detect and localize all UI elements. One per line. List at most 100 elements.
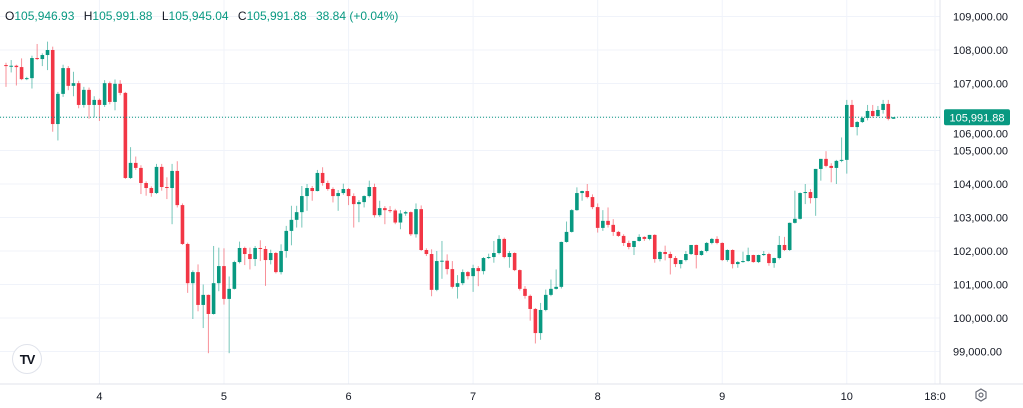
candle	[782, 236, 787, 251]
candle-body	[300, 196, 304, 213]
candle	[170, 163, 174, 225]
candle	[704, 241, 709, 253]
candle-body	[87, 89, 91, 105]
candle-body	[92, 99, 97, 105]
candle	[471, 264, 475, 292]
candle-body	[398, 213, 403, 223]
candle	[678, 260, 683, 269]
candle	[274, 252, 278, 274]
candle	[196, 264, 200, 312]
candle	[445, 254, 449, 275]
candle	[720, 242, 725, 262]
candle	[66, 66, 71, 91]
candle-body	[372, 187, 377, 216]
candle	[50, 46, 55, 132]
candle-body	[45, 50, 50, 56]
candle-body	[787, 222, 792, 250]
candle-body	[71, 83, 76, 86]
candle-body	[113, 83, 117, 102]
candle-body	[627, 242, 631, 247]
candle	[139, 165, 143, 195]
candle	[538, 302, 543, 340]
candle-body	[543, 294, 548, 310]
candle-body	[139, 167, 143, 183]
candle	[455, 275, 460, 299]
low-value: 105,945.04	[168, 9, 229, 23]
x-tick-label: 8	[595, 391, 601, 403]
candle	[793, 190, 797, 224]
candle-body	[559, 241, 564, 287]
candle	[694, 244, 699, 269]
candle-body	[813, 168, 818, 199]
candle	[9, 60, 13, 73]
gear-icon[interactable]	[974, 388, 988, 402]
candle-body	[56, 93, 60, 125]
y-tick-label: 108,000.00	[953, 45, 1008, 57]
candle	[450, 261, 455, 289]
candle-body	[201, 294, 206, 305]
candle	[813, 168, 818, 216]
y-tick-label: 99,000.00	[953, 347, 1002, 359]
candle	[424, 248, 429, 257]
candle	[372, 183, 377, 218]
candle	[751, 254, 756, 263]
candle	[14, 64, 19, 86]
candle-body	[824, 158, 828, 166]
candle	[466, 271, 470, 280]
candle	[279, 244, 283, 275]
logo-text: TV	[19, 351, 36, 367]
candle-body	[294, 212, 299, 220]
candle	[839, 137, 844, 163]
candle-body	[538, 309, 543, 334]
candle	[798, 192, 802, 220]
close-value: 105,991.88	[246, 9, 307, 23]
candle	[24, 76, 29, 81]
candle	[414, 203, 418, 238]
candle-body	[756, 255, 761, 263]
candle	[108, 81, 112, 105]
candle-body	[248, 254, 252, 260]
candle-body	[289, 219, 294, 231]
candle	[756, 254, 761, 264]
candle-body	[424, 249, 429, 255]
candle-body	[772, 258, 776, 264]
candle	[668, 251, 673, 275]
candle-body	[741, 261, 745, 263]
candle-body	[66, 68, 71, 86]
candle-body	[575, 193, 579, 211]
candle	[305, 184, 309, 211]
candle-body	[507, 253, 512, 258]
candle-body	[175, 170, 180, 206]
candle-body	[481, 258, 486, 272]
candle	[543, 289, 548, 312]
candle	[481, 257, 486, 275]
candles	[0, 41, 940, 354]
candle	[388, 206, 392, 213]
candle-body	[844, 104, 849, 160]
candle	[263, 245, 268, 286]
candle-body	[881, 103, 885, 110]
candle-body	[611, 224, 616, 232]
candle	[409, 211, 413, 236]
candle	[850, 99, 854, 128]
candle	[564, 221, 569, 243]
candle	[351, 193, 356, 228]
tradingview-logo[interactable]: TV	[12, 344, 42, 374]
candle	[429, 249, 434, 297]
candle-body	[206, 294, 211, 314]
candle	[144, 181, 148, 196]
x-tick-label: 5	[221, 391, 227, 403]
candle-body	[793, 218, 797, 223]
candle	[476, 266, 481, 287]
candle	[237, 241, 242, 264]
change-value: 38.84 (+0.04%)	[316, 9, 399, 23]
candle-body	[492, 253, 496, 258]
candle-body	[704, 242, 709, 251]
candle-body	[19, 67, 24, 80]
candle-body	[232, 262, 237, 289]
candle	[113, 79, 117, 111]
candle-body	[471, 268, 475, 277]
y-tick-label: 103,000.00	[953, 213, 1008, 225]
candle-body	[767, 254, 771, 264]
